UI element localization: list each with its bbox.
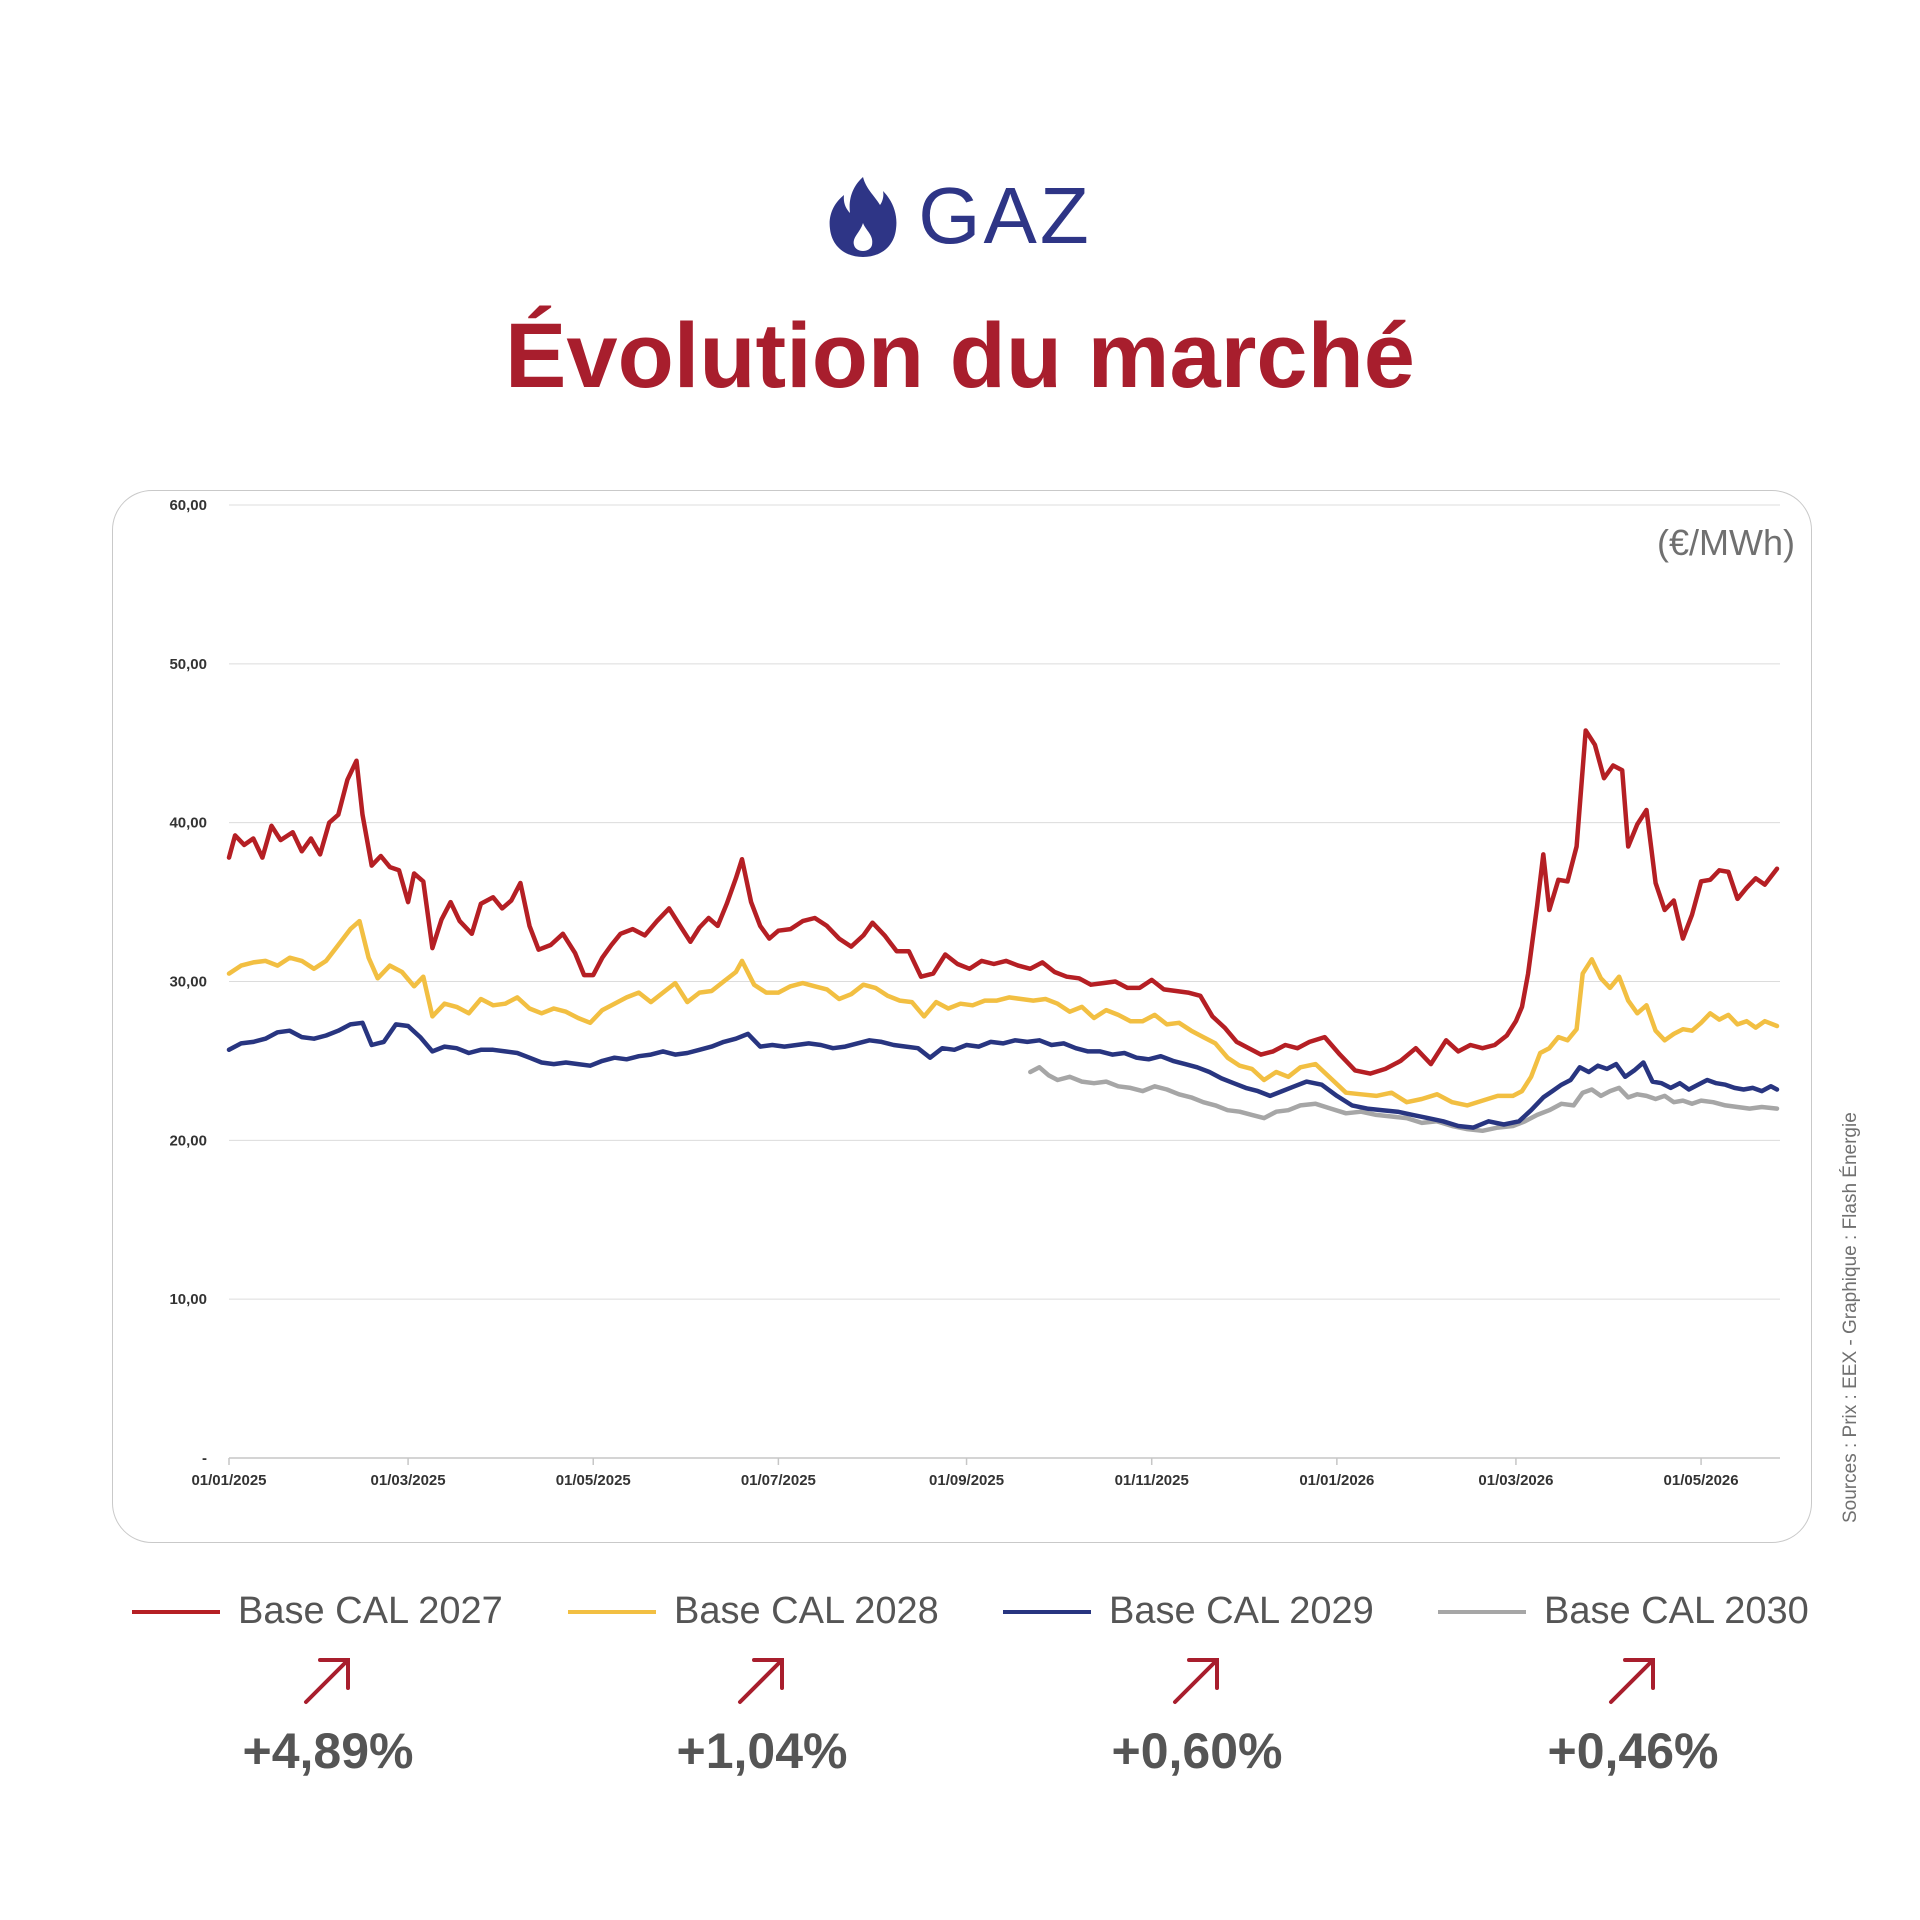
legend-item-cal-2030: Base CAL 2030	[1438, 1590, 1809, 1633]
x-tick-label: 01/03/2026	[1478, 1472, 1553, 1489]
y-axis: - 10,00 20,00 30,00 40,00 50,00 60,00	[169, 497, 207, 1467]
x-tick-label: 01/01/2025	[191, 1472, 266, 1489]
unit-label: (€/MWh)	[1657, 522, 1795, 563]
y-tick-label: -	[202, 1450, 207, 1467]
arrow-up-right-icon	[1609, 1658, 1655, 1704]
flame-icon	[829, 177, 897, 257]
change-value: +0,46%	[1547, 1723, 1719, 1779]
legend-label: Base CAL 2027	[238, 1590, 503, 1632]
legend-label: Base CAL 2029	[1109, 1590, 1374, 1632]
legend-label: Base CAL 2028	[674, 1590, 939, 1632]
legend-swatch	[568, 1609, 656, 1614]
change-cal-2028: +1,04%	[612, 1650, 912, 1780]
gridlines	[229, 504, 1780, 1459]
y-tick-label: 30,00	[169, 974, 207, 991]
x-tick-label: 01/01/2026	[1299, 1472, 1374, 1489]
legend-label: Base CAL 2030	[1544, 1590, 1809, 1632]
series-lines	[226, 728, 1780, 1134]
source-note: Sources : Prix : EEX - Graphique : Flash…	[1840, 1112, 1861, 1523]
legend-item-cal-2029: Base CAL 2029	[1003, 1590, 1374, 1633]
arrow-up-right-icon	[304, 1658, 350, 1704]
brand-name: GAZ	[918, 171, 1092, 260]
page-title: Évolution du marché	[505, 305, 1415, 407]
arrow-up-right-icon	[738, 1658, 784, 1704]
legend-swatch	[132, 1609, 220, 1614]
legend-swatch	[1003, 1609, 1091, 1614]
change-cal-2029: +0,60%	[1047, 1650, 1347, 1780]
change-value: +0,60%	[1111, 1723, 1283, 1779]
series-line-base-cal-2027	[226, 728, 1780, 1076]
y-tick-label: 60,00	[169, 497, 207, 514]
y-tick-label: 50,00	[169, 656, 207, 673]
series-line-base-cal-2030	[1028, 1065, 1780, 1134]
x-tick-label: 01/11/2025	[1115, 1472, 1189, 1489]
x-tick-label: 01/05/2026	[1664, 1472, 1739, 1489]
x-tick-label: 01/05/2025	[556, 1472, 631, 1489]
series-line-base-cal-2028	[226, 918, 1780, 1108]
legend-item-cal-2027: Base CAL 2027	[132, 1590, 503, 1633]
chart-card	[112, 490, 1812, 1543]
brand-header: GAZ	[0, 175, 1920, 262]
legend-item-cal-2028: Base CAL 2028	[568, 1590, 939, 1633]
legend-swatch	[1438, 1609, 1526, 1614]
change-cal-2030: +0,46%	[1483, 1650, 1783, 1780]
x-axis: 01/01/2025 01/03/2025 01/05/2025 01/07/2025…	[191, 1458, 1739, 1489]
y-tick-label: 10,00	[169, 1291, 207, 1308]
arrow-up-right-icon	[1173, 1658, 1219, 1704]
series-line-base-cal-2029	[226, 1020, 1780, 1130]
line-chart: - 10,00 20,00 30,00 40,00 50,00 60,00 01/01/20…	[169, 497, 1795, 1489]
brand: GAZ	[828, 175, 1091, 257]
change-value: +1,04%	[676, 1723, 848, 1779]
x-tick-label: 01/09/2025	[929, 1472, 1004, 1489]
x-tick-label: 01/07/2025	[741, 1472, 816, 1489]
change-value: +4,89%	[242, 1723, 414, 1779]
y-tick-label: 40,00	[169, 815, 207, 832]
change-cal-2027: +4,89%	[178, 1650, 478, 1780]
y-tick-label: 20,00	[169, 1132, 207, 1149]
x-tick-label: 01/03/2025	[371, 1472, 446, 1489]
